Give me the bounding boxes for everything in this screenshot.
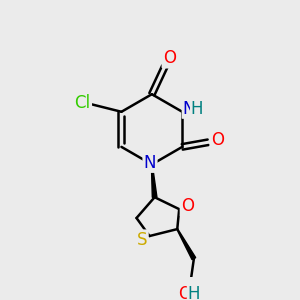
Text: O: O	[163, 49, 176, 67]
Text: H: H	[188, 285, 200, 300]
Text: H: H	[191, 100, 203, 118]
Text: O: O	[211, 131, 224, 149]
Polygon shape	[177, 229, 196, 260]
Text: N: N	[144, 154, 156, 172]
Text: O: O	[181, 197, 194, 215]
Text: Cl: Cl	[75, 94, 91, 112]
Text: N: N	[182, 100, 195, 118]
Text: O: O	[178, 285, 191, 300]
Polygon shape	[152, 164, 157, 197]
Text: S: S	[137, 231, 147, 249]
